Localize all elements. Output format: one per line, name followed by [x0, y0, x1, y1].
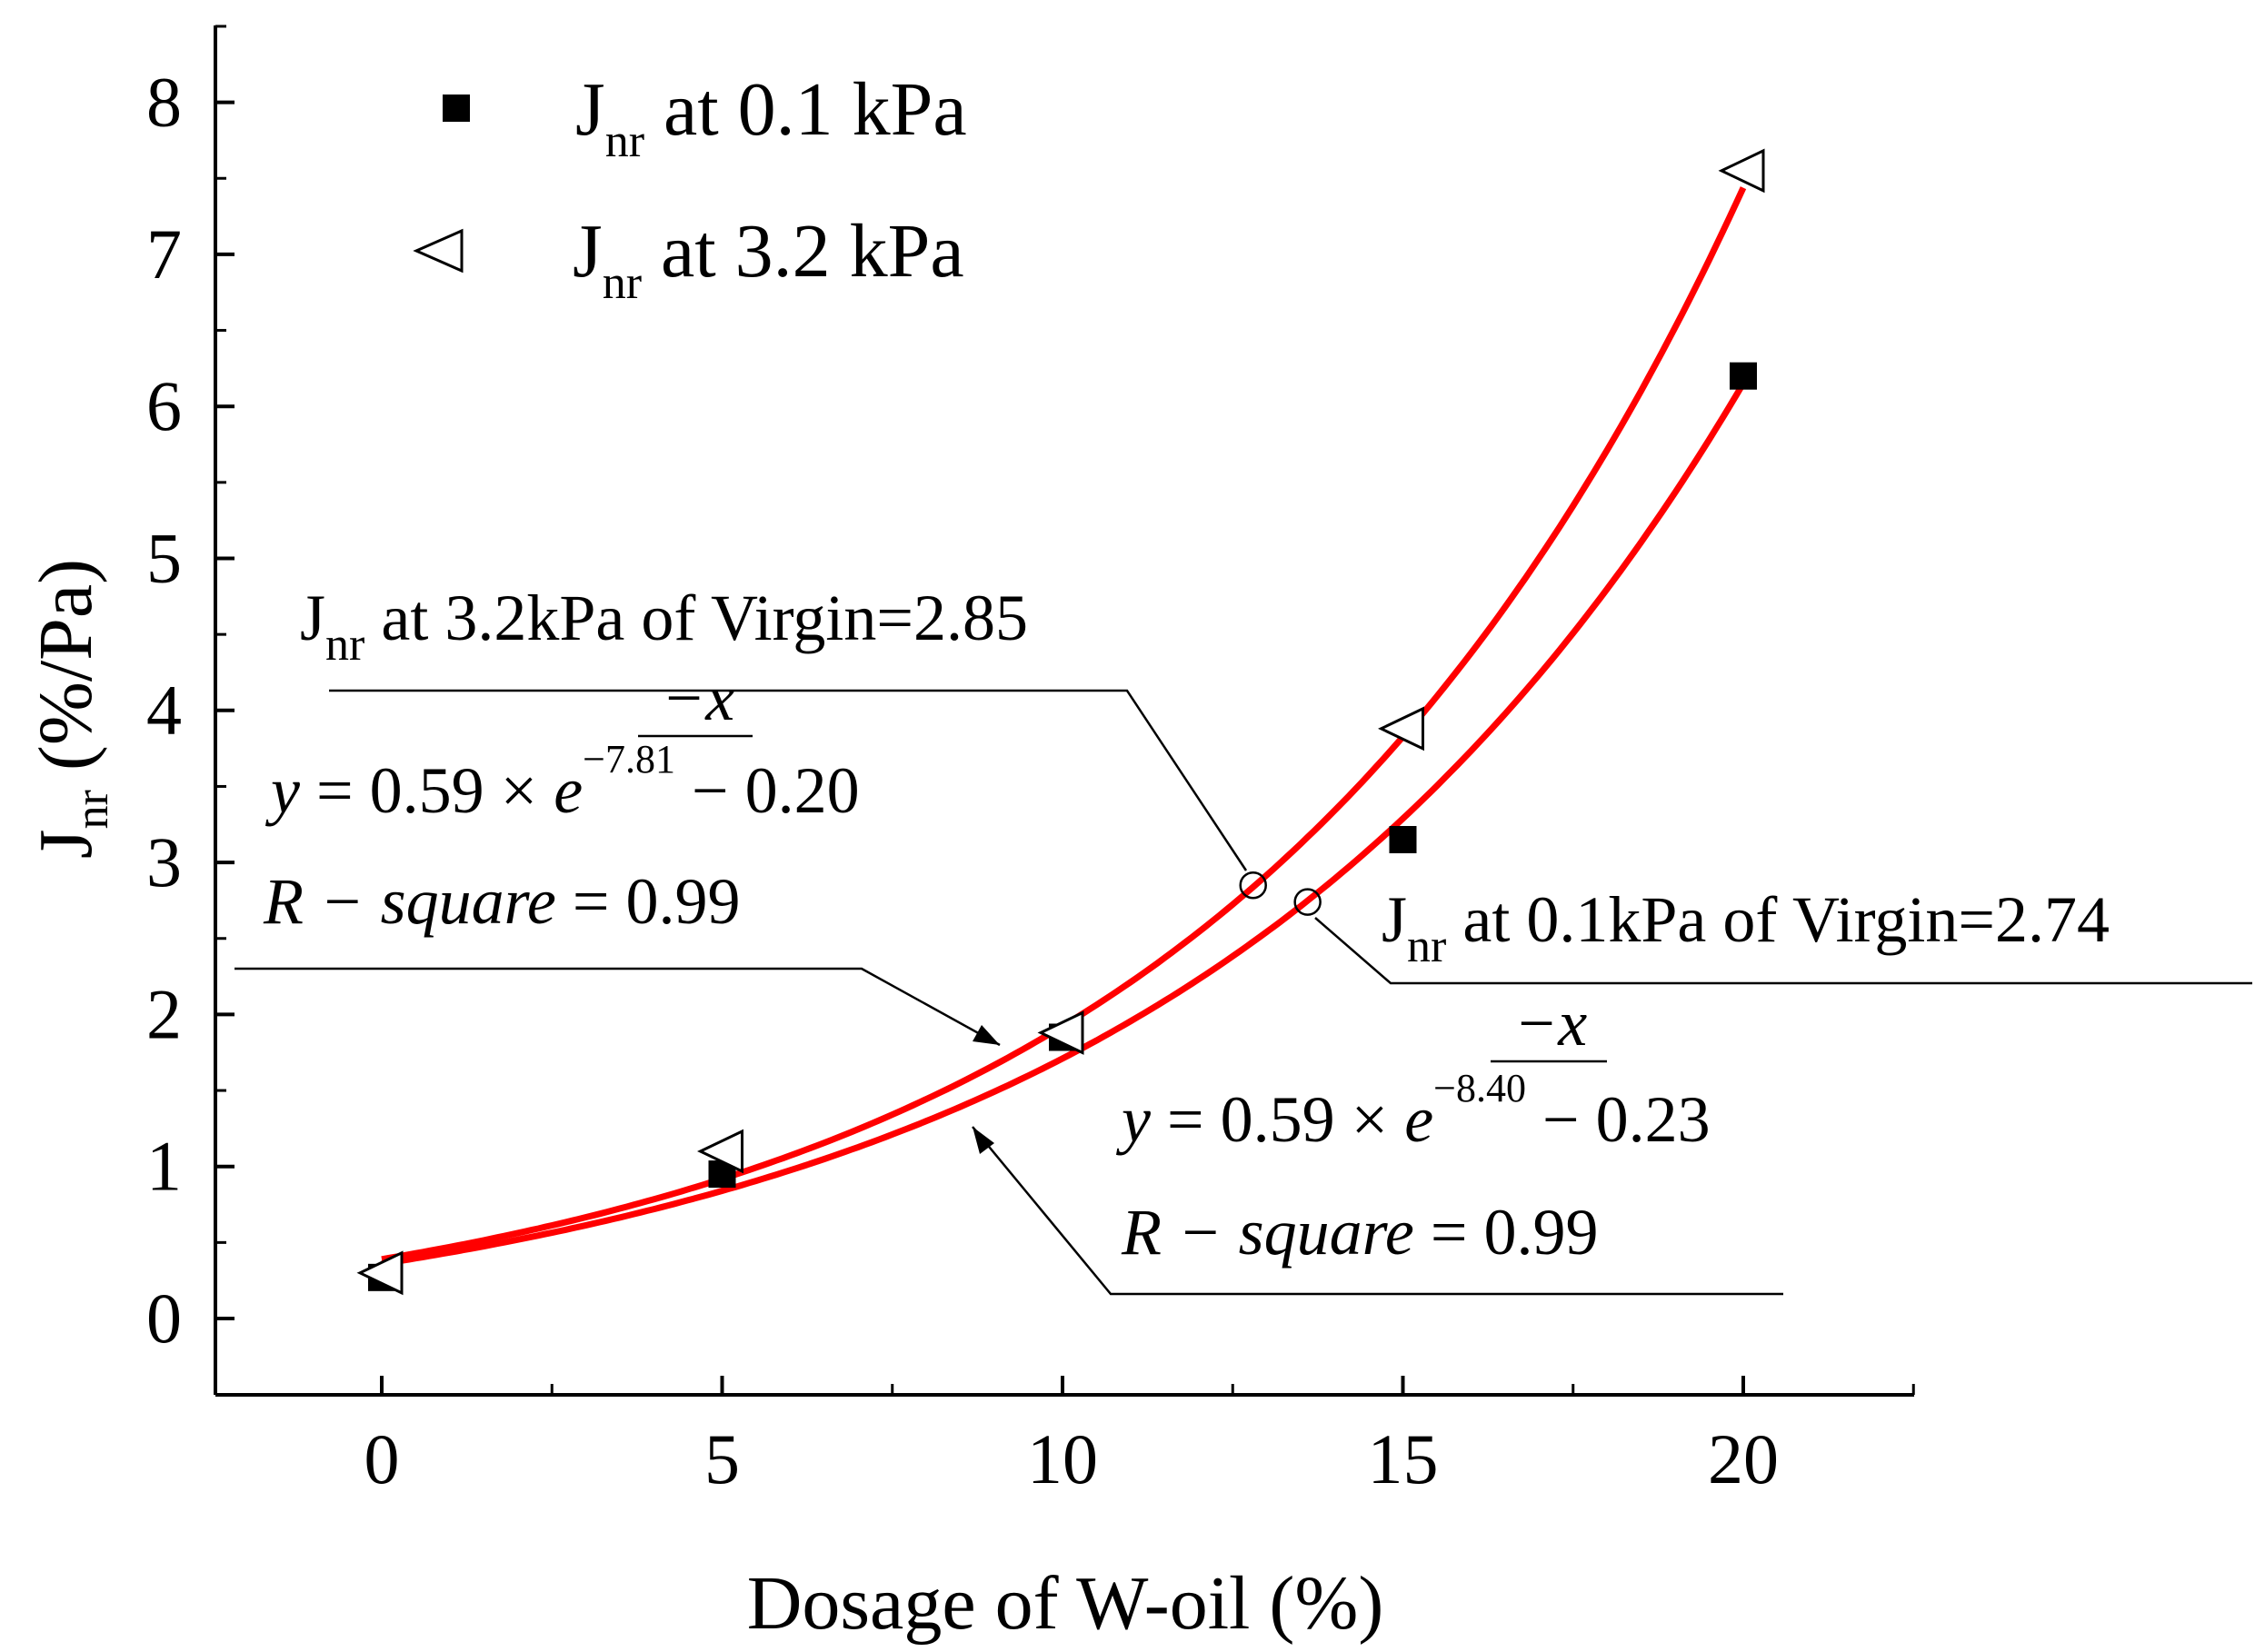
- legend-label-3-2kpa: Jnr at 3.2 kPa: [573, 209, 964, 309]
- eq-0-1kpa-rsquare: R − square = 0.99: [1121, 1196, 1599, 1269]
- y-axis-title: Jnr (%/Pa): [24, 559, 118, 859]
- y-tick-label: 5: [146, 519, 182, 598]
- y-tick-label: 1: [146, 1127, 182, 1206]
- x-axis-title: Dosage of W-oil (%): [747, 1561, 1384, 1646]
- eq-3-2kpa-main: y = 0.59 × e−7.81 − 0.20: [264, 737, 860, 827]
- y-tick-label: 8: [146, 63, 182, 142]
- marker-triangle: [356, 1250, 404, 1296]
- virgin-label-3-2kpa: Jnr at 3.2kPa of Virgin=2.85: [300, 582, 1028, 671]
- marker-square: [1389, 826, 1417, 854]
- y-ticks: 0 1 2 3 4 5 6 7 8: [146, 25, 234, 1358]
- leader-virgin-0-1kpa: [1314, 917, 2252, 985]
- eq-0-1kpa-numerator: −x: [1514, 987, 1588, 1060]
- virgin-label-0-1kpa: Jnr at 0.1kPa of Virgin=2.74: [1382, 883, 2110, 972]
- legend-marker-triangle: [413, 228, 464, 274]
- x-tick-label: 20: [1708, 1419, 1779, 1498]
- eq-3-2kpa-numerator: −x: [662, 662, 735, 734]
- fit-line-0: [381, 382, 1747, 1268]
- y-tick-label: 7: [146, 214, 182, 294]
- y-axis-title-main: J: [24, 829, 108, 859]
- marker-triangle: [1037, 1010, 1084, 1055]
- virgin-point-3-2kpa: [1239, 871, 1267, 900]
- y-tick-label: 4: [146, 671, 182, 750]
- x-tick-label: 5: [704, 1419, 740, 1498]
- x-tick-label: 10: [1027, 1419, 1098, 1498]
- leader-rsq-3-2kpa: [234, 967, 1001, 1047]
- marker-triangle: [1718, 148, 1765, 194]
- leader-rsq-0-1kpa: [972, 1126, 1783, 1296]
- leader-virgin-3-2kpa: [329, 689, 1248, 871]
- marker-square: [1730, 362, 1757, 390]
- eq-0-1kpa-main: y = 0.59 × e−8.40 − 0.23: [1115, 1066, 1711, 1156]
- y-tick-label: 2: [146, 974, 182, 1053]
- arrowhead-rsq-3-2kpa: [973, 1025, 1000, 1045]
- x-ticks: 0 5 10 15 20: [364, 1376, 1915, 1498]
- arrowhead-rsq-0-1kpa: [973, 1127, 994, 1154]
- x-tick-label: 15: [1368, 1419, 1439, 1498]
- y-tick-label: 3: [146, 822, 182, 901]
- y-tick-label: 6: [146, 366, 182, 445]
- x-tick-label: 0: [364, 1419, 400, 1498]
- eq-3-2kpa-rsquare: R − square = 0.99: [263, 865, 741, 938]
- y-tick-label: 0: [146, 1279, 182, 1358]
- markers: [356, 148, 1765, 1296]
- legend-marker-square: [443, 95, 470, 122]
- y-axis-title-unit: (%/Pa): [24, 559, 108, 790]
- legend-label-0-1kpa: Jnr at 0.1 kPa: [575, 67, 967, 167]
- marker-triangle: [1378, 706, 1424, 751]
- virgin-point-0-1kpa: [1293, 888, 1322, 916]
- y-axis-title-sub: nr: [66, 790, 118, 829]
- marker-triangle: [697, 1129, 743, 1174]
